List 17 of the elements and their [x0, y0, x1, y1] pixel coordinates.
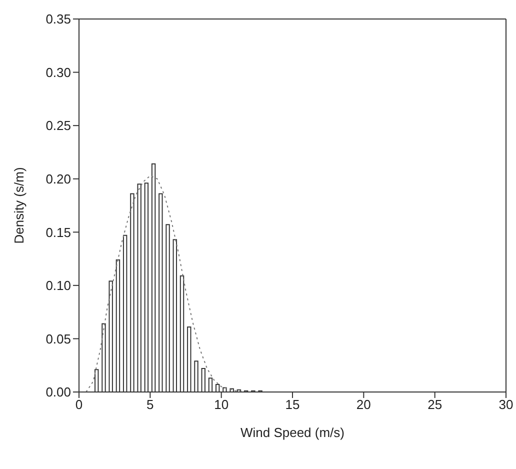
x-tick-label: 0: [75, 397, 83, 412]
y-tick-label: 0.00: [46, 384, 71, 400]
y-tick-label: 0.10: [46, 278, 71, 294]
x-tick-label: 15: [285, 397, 300, 412]
y-tick-label: 0.05: [46, 331, 71, 346]
y-tick-label: 0.25: [46, 118, 71, 134]
x-tick-label: 25: [428, 397, 442, 412]
y-tick-label: 0.30: [46, 64, 71, 80]
x-tick-label: 10: [214, 397, 229, 412]
y-axis-title: Density (s/m): [12, 167, 27, 244]
x-tick-label: 5: [146, 397, 154, 412]
x-tick-label: 30: [498, 397, 514, 412]
x-axis-title: Wind Speed (m/s): [240, 425, 345, 440]
y-tick-label: 0.20: [46, 171, 71, 186]
y-tick-label: 0.35: [46, 12, 71, 27]
y-tick-label: 0.15: [46, 224, 71, 240]
x-tick-label: 20: [356, 397, 371, 412]
